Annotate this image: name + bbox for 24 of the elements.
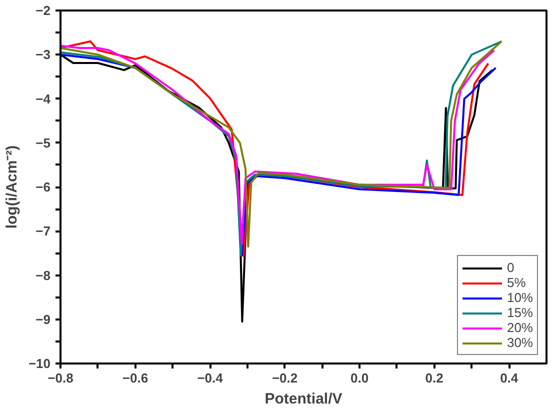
legend-label: 10% bbox=[506, 290, 533, 305]
y-tick-label: −3 bbox=[36, 47, 51, 62]
y-tick-label: −8 bbox=[36, 268, 51, 283]
x-tick-label: 0.2 bbox=[425, 370, 444, 386]
legend-label: 5% bbox=[506, 275, 527, 290]
y-axis-title: log(i/Acm⁻²) bbox=[3, 145, 20, 229]
y-tick-label: −9 bbox=[36, 312, 51, 327]
y-tick-label: −6 bbox=[36, 180, 51, 194]
x-axis-title: Potential/V bbox=[264, 390, 342, 408]
legend-label: 15% bbox=[506, 305, 533, 320]
legend-label: 20% bbox=[506, 320, 533, 335]
legend-label: 0 bbox=[506, 260, 516, 275]
y-tick-label: −7 bbox=[36, 224, 51, 239]
x-tick-label: 0.0 bbox=[350, 370, 369, 386]
y-tick-label: −4 bbox=[36, 91, 52, 106]
y-tick-label: −5 bbox=[36, 135, 51, 150]
y-tick-label: −2 bbox=[36, 3, 51, 18]
y-tick-label: −10 bbox=[28, 356, 51, 371]
x-tick-label: 0.4 bbox=[500, 370, 519, 386]
x-tick-label: −0.6 bbox=[122, 370, 148, 386]
x-tick-label: −0.2 bbox=[272, 370, 298, 386]
legend-label: 30% bbox=[506, 335, 533, 350]
x-tick-label: −0.4 bbox=[197, 370, 224, 386]
x-tick-label: −0.8 bbox=[48, 370, 74, 386]
